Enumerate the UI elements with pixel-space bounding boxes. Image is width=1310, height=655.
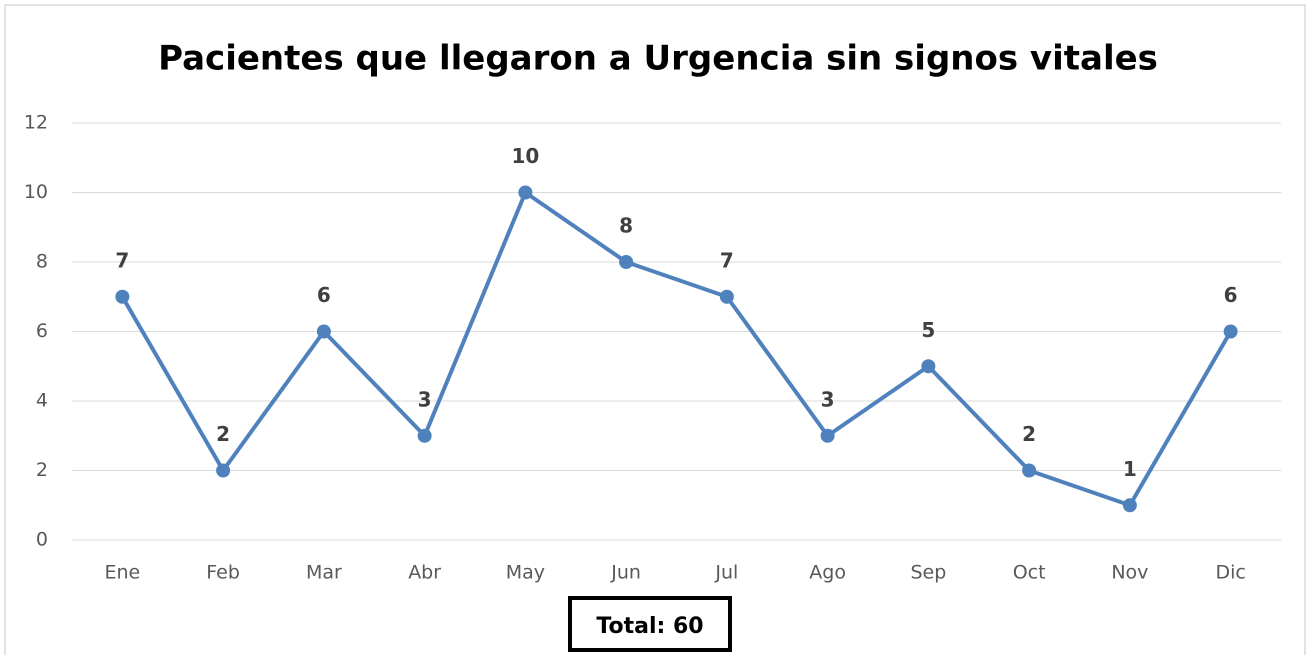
chart-border (4, 4, 1306, 655)
marker (820, 428, 835, 443)
y-tick-label: 2 (36, 459, 48, 481)
annotation: Total: 60 (596, 614, 703, 639)
marker (417, 428, 432, 443)
data-label: 6 (317, 283, 331, 307)
x-tick-label: Dic (1215, 562, 1245, 584)
marker (1223, 324, 1238, 339)
x-tick-label: Abr (408, 562, 441, 584)
line (120, 190, 1233, 508)
marker (719, 289, 734, 304)
y-tick-label: 10 (24, 181, 48, 203)
x-tick-label: Jun (610, 562, 641, 584)
data-label: 3 (821, 387, 835, 411)
marker (619, 255, 634, 269)
marker (921, 359, 936, 374)
marker (1122, 498, 1137, 513)
chart-title: Pacientes que llegaron a Urgencia sin si… (158, 39, 1158, 79)
y-tick-label: 6 (36, 320, 48, 342)
data-label: 6 (1224, 283, 1238, 307)
marker (518, 185, 533, 200)
marker (216, 463, 231, 478)
x-tick-label: Feb (206, 562, 240, 584)
annotation-box (568, 596, 732, 652)
data-label: 2 (216, 422, 230, 446)
data-label: 5 (921, 318, 935, 342)
marker (316, 324, 331, 339)
y-tick-label: 8 (36, 251, 48, 273)
x-tick-label: Sep (910, 562, 946, 584)
x-tick-label: Nov (1111, 562, 1148, 584)
y-tick-label: 0 (36, 529, 48, 551)
x-tick-label: Mar (306, 562, 342, 584)
y-tick-label: 4 (36, 390, 48, 412)
x-tick-label: May (506, 562, 545, 584)
x-tick-label: Jul (714, 562, 738, 584)
marker (115, 289, 130, 304)
marker (1022, 463, 1037, 478)
data-label: 7 (115, 248, 129, 272)
data-label: 3 (418, 387, 432, 411)
data-label: 2 (1022, 422, 1036, 446)
data-label: 10 (511, 144, 539, 168)
x-tick-label: Oct (1013, 562, 1046, 584)
data-label: 1 (1123, 457, 1137, 481)
x-tick-label: Ene (105, 562, 141, 584)
y-tick-label: 12 (24, 112, 48, 134)
x-tick-label: Ago (809, 562, 846, 584)
data-label: 7 (720, 248, 734, 272)
data-label: 8 (619, 214, 633, 238)
